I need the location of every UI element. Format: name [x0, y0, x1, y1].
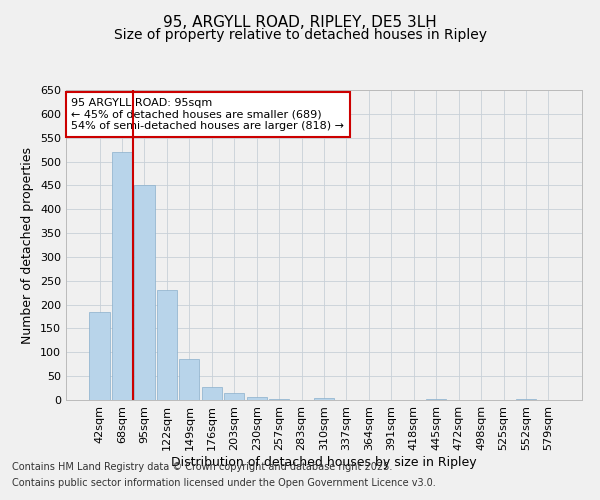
Bar	[314, 398, 334, 400]
Bar	[112, 152, 132, 400]
Bar	[269, 399, 289, 400]
Bar	[89, 312, 110, 400]
Bar	[134, 186, 155, 400]
Bar	[202, 386, 222, 400]
Text: 95, ARGYLL ROAD, RIPLEY, DE5 3LH: 95, ARGYLL ROAD, RIPLEY, DE5 3LH	[163, 15, 437, 30]
Bar	[179, 360, 199, 400]
Text: Contains HM Land Registry data © Crown copyright and database right 2025.: Contains HM Land Registry data © Crown c…	[12, 462, 392, 472]
Y-axis label: Number of detached properties: Number of detached properties	[22, 146, 34, 344]
Bar	[157, 290, 177, 400]
Text: Size of property relative to detached houses in Ripley: Size of property relative to detached ho…	[113, 28, 487, 42]
Text: Contains public sector information licensed under the Open Government Licence v3: Contains public sector information licen…	[12, 478, 436, 488]
Text: 95 ARGYLL ROAD: 95sqm
← 45% of detached houses are smaller (689)
54% of semi-det: 95 ARGYLL ROAD: 95sqm ← 45% of detached …	[71, 98, 344, 131]
X-axis label: Distribution of detached houses by size in Ripley: Distribution of detached houses by size …	[171, 456, 477, 468]
Bar	[426, 399, 446, 400]
Bar	[247, 397, 267, 400]
Bar	[224, 394, 244, 400]
Bar	[516, 399, 536, 400]
